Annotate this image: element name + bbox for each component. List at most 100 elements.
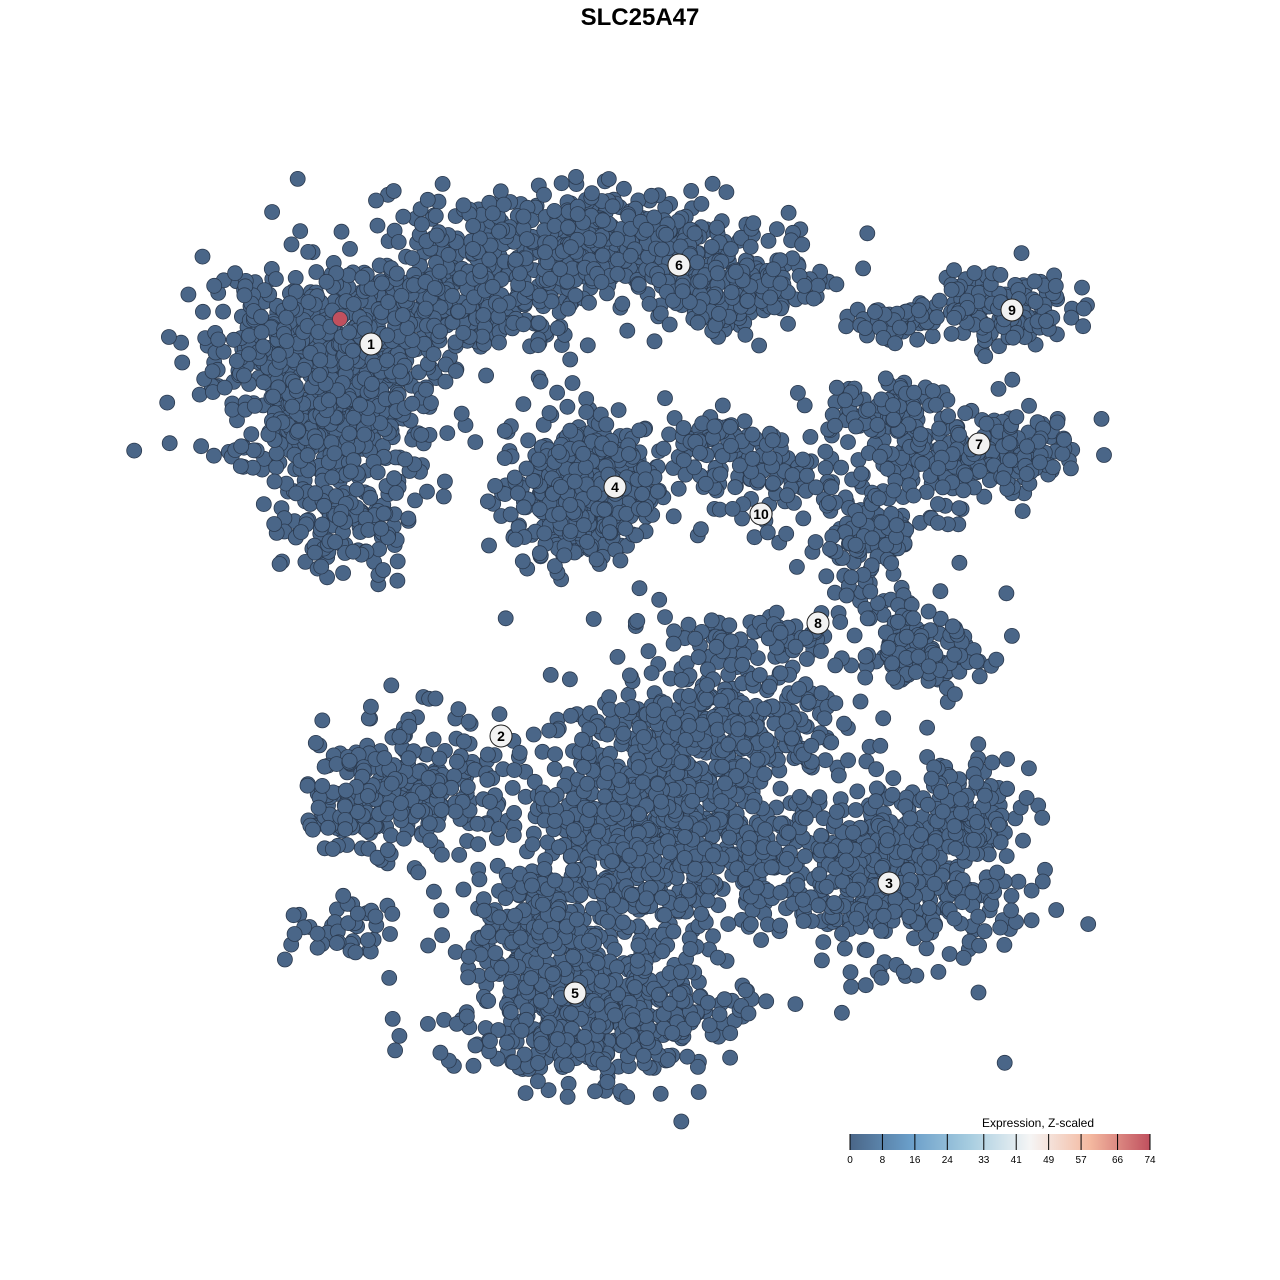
data-point [615, 725, 632, 742]
data-point [920, 658, 937, 675]
data-point [1075, 300, 1092, 317]
data-point [542, 667, 559, 683]
data-point [465, 241, 481, 257]
data-point [410, 803, 426, 819]
data-point [407, 492, 423, 509]
data-point [946, 646, 963, 663]
data-point [711, 305, 727, 322]
data-point [565, 822, 582, 839]
data-point [342, 240, 358, 257]
data-point [362, 698, 379, 715]
data-point [419, 483, 435, 500]
data-point [385, 183, 402, 199]
data-point [369, 217, 386, 234]
data-point [359, 822, 376, 839]
data-point [727, 479, 744, 496]
data-point [884, 655, 901, 672]
data-point [392, 795, 409, 811]
data-point [990, 380, 1007, 397]
data-point [714, 397, 731, 414]
data-point [635, 729, 652, 745]
data-point [683, 182, 700, 199]
data-point [946, 309, 963, 326]
data-point [404, 395, 421, 412]
data-point [594, 247, 611, 264]
data-point [877, 370, 894, 387]
data-point [799, 651, 815, 667]
data-point [338, 782, 354, 799]
data-point [932, 583, 949, 600]
data-point [216, 379, 233, 396]
data-point [510, 485, 526, 502]
data-point [312, 352, 329, 369]
data-point [541, 722, 558, 739]
data-point [1004, 628, 1020, 644]
data-point [848, 418, 864, 435]
data-point [599, 765, 616, 781]
data-point [708, 638, 725, 655]
data-point [392, 363, 409, 380]
data-point [817, 443, 834, 460]
data-point [160, 329, 177, 345]
data-point [724, 500, 741, 517]
data-point [673, 1113, 690, 1130]
data-point [574, 731, 590, 748]
data-point [665, 635, 682, 652]
data-point [553, 175, 570, 192]
data-point [862, 583, 879, 600]
data-point [437, 373, 454, 390]
data-point [331, 511, 348, 527]
data-point [791, 681, 807, 697]
data-point [337, 821, 354, 838]
data-point [723, 437, 739, 454]
data-point [760, 232, 777, 249]
data-point [807, 534, 824, 550]
data-point [654, 889, 670, 906]
data-point [734, 656, 751, 673]
data-point [686, 225, 703, 242]
data-point [427, 690, 444, 707]
data-point [267, 271, 284, 288]
data-point [649, 483, 666, 500]
data-point [697, 475, 714, 492]
data-point [687, 860, 704, 877]
data-point [1049, 414, 1066, 431]
data-point [859, 610, 876, 627]
data-point [307, 735, 324, 751]
data-point [834, 1004, 850, 1021]
data-point [487, 477, 504, 494]
data-point [391, 1028, 408, 1044]
data-point [431, 782, 448, 799]
data-point [225, 331, 242, 348]
data-point [541, 405, 558, 421]
data-point [304, 821, 321, 838]
data-point [562, 496, 579, 513]
data-point [314, 778, 331, 794]
data-point [356, 426, 373, 443]
data-point [505, 827, 522, 843]
data-point [578, 404, 595, 421]
data-point [918, 484, 935, 500]
data-point [860, 401, 877, 418]
data-point [634, 774, 651, 791]
data-point [352, 396, 368, 413]
data-point [794, 236, 811, 253]
data-point [675, 420, 692, 436]
data-point [210, 331, 227, 348]
data-point [515, 208, 532, 225]
data-point [584, 185, 600, 202]
data-point [957, 405, 974, 422]
data-point [278, 309, 295, 326]
data-point [805, 290, 822, 307]
data-point [657, 609, 673, 625]
data-point [376, 750, 393, 766]
data-point [795, 510, 812, 527]
data-point [575, 517, 592, 534]
data-point [684, 793, 701, 809]
data-point [460, 713, 477, 730]
data-point [888, 517, 905, 534]
data-point [744, 450, 761, 467]
data-point [560, 300, 576, 317]
data-point [455, 324, 472, 341]
data-point [992, 266, 1009, 283]
